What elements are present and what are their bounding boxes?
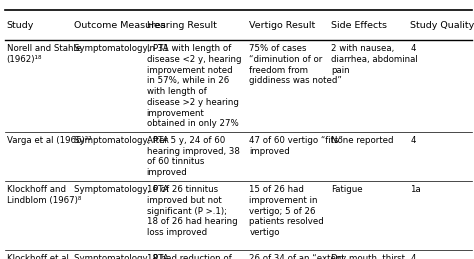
Text: 75% of cases
“diminution of or
freedom from
giddiness was noted”: 75% of cases “diminution of or freedom f… xyxy=(249,44,342,85)
Text: 26 of 34 of an “extent
that was of definite
clinical value”: 26 of 34 of an “extent that was of defin… xyxy=(249,254,345,259)
Text: Symptomatology, PTA: Symptomatology, PTA xyxy=(74,254,169,259)
Text: Symptomatology, PTA: Symptomatology, PTA xyxy=(74,44,169,53)
Text: Vertigo Result: Vertigo Result xyxy=(249,21,316,30)
Text: 2 with nausea,
diarrhea, abdominal
pain: 2 with nausea, diarrhea, abdominal pain xyxy=(331,44,418,75)
Text: Hearing Result: Hearing Result xyxy=(147,21,217,30)
Text: Varga et al (1966)²²: Varga et al (1966)²² xyxy=(7,136,91,145)
Text: Outcome Measures: Outcome Measures xyxy=(74,21,166,30)
Text: Symptomatology, PTA: Symptomatology, PTA xyxy=(74,136,169,145)
Text: 4: 4 xyxy=(410,136,416,145)
Text: 1a: 1a xyxy=(410,185,421,194)
Text: Study Quality: Study Quality xyxy=(410,21,474,30)
Text: Norell and Stahle
(1962)¹⁸: Norell and Stahle (1962)¹⁸ xyxy=(7,44,81,64)
Text: 4: 4 xyxy=(410,44,416,53)
Text: 16 of 26 tinnitus
improved but not
significant (P >.1);
18 of 26 had hearing
los: 16 of 26 tinnitus improved but not signi… xyxy=(147,185,237,237)
Text: 18 had reduction of
the hearing loss and
tinnitus: 18 had reduction of the hearing loss and… xyxy=(147,254,235,259)
Text: Fatigue: Fatigue xyxy=(331,185,363,194)
Text: In 31 with length of
disease <2 y, hearing
improvement noted
in 57%, while in 26: In 31 with length of disease <2 y, heari… xyxy=(147,44,241,128)
Text: Dry mouth, thirst,
hypokalemia, weight
loss, fatigue: Dry mouth, thirst, hypokalemia, weight l… xyxy=(331,254,421,259)
Text: 47 of 60 vertigo “fits”
improved: 47 of 60 vertigo “fits” improved xyxy=(249,136,344,156)
Text: None reported: None reported xyxy=(331,136,393,145)
Text: Klockhoff et al
(1974)¹⁶: Klockhoff et al (1974)¹⁶ xyxy=(7,254,69,259)
Text: After 5 y, 24 of 60
hearing improved, 38
of 60 tinnitus
improved: After 5 y, 24 of 60 hearing improved, 38… xyxy=(147,136,239,177)
Text: Side Effects: Side Effects xyxy=(331,21,387,30)
Text: 4: 4 xyxy=(410,254,416,259)
Text: Study: Study xyxy=(7,21,34,30)
Text: Symptomatology, PTA: Symptomatology, PTA xyxy=(74,185,169,194)
Text: Klockhoff and
Lindblom (1967)⁸: Klockhoff and Lindblom (1967)⁸ xyxy=(7,185,81,205)
Text: 15 of 26 had
improvement in
vertigo; 5 of 26
patients resolved
vertigo: 15 of 26 had improvement in vertigo; 5 o… xyxy=(249,185,324,237)
